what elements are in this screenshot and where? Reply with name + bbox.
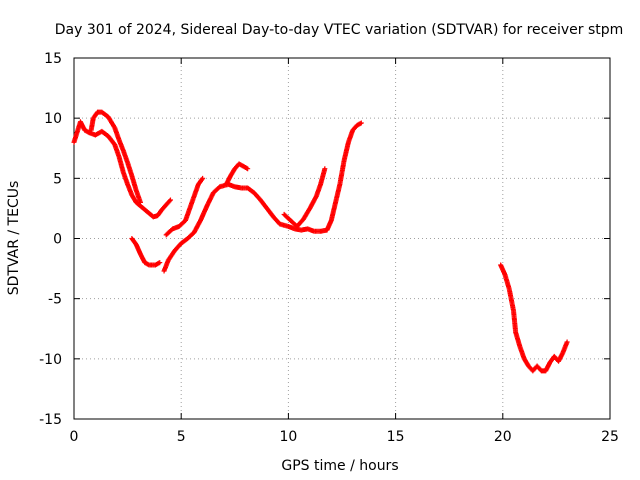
data-point	[322, 166, 328, 172]
data-point	[564, 339, 570, 345]
y-tick-label: -10	[39, 352, 62, 368]
y-tick-label: 15	[44, 51, 62, 67]
data-point	[167, 197, 173, 203]
data-point	[358, 120, 364, 126]
y-tick-label: 10	[44, 111, 62, 127]
data-point	[199, 176, 205, 182]
y-tick-label: 0	[53, 232, 62, 248]
data-markers	[71, 109, 570, 374]
data-point	[157, 260, 163, 266]
x-tick-label: 0	[70, 429, 79, 445]
y-tick-label: -5	[48, 292, 62, 308]
data-point	[167, 198, 173, 204]
x-tick-label: 25	[601, 429, 619, 445]
data-point	[200, 175, 206, 181]
x-axis-label: GPS time / hours	[281, 458, 398, 474]
x-tick-label: 20	[494, 429, 512, 445]
chart-title: Day 301 of 2024, Sidereal Day-to-day VTE…	[55, 22, 624, 38]
axis-ticks: 0 5 10 15 20 25 -15 -10 -5 0 5 10 15	[39, 51, 619, 445]
data-point	[137, 199, 143, 205]
x-tick-label: 15	[387, 429, 405, 445]
x-tick-label: 10	[279, 429, 297, 445]
y-tick-label: -15	[39, 412, 62, 428]
y-tick-label: 5	[53, 171, 62, 187]
y-axis-label: SDTVAR / TECUs	[6, 181, 22, 296]
data-point	[245, 166, 251, 172]
x-tick-label: 5	[177, 429, 186, 445]
